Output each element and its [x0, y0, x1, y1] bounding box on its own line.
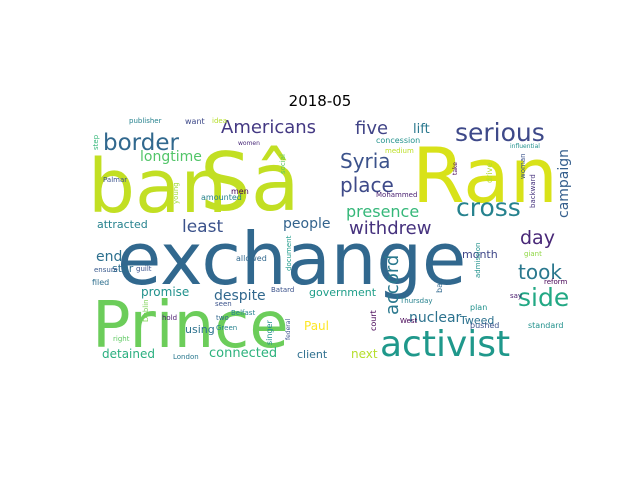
word-0: ban: [88, 144, 227, 230]
word-61: Belfast: [231, 309, 255, 317]
word-50: Mohammed: [376, 191, 417, 199]
word-49: medium: [385, 147, 414, 155]
word-57: ensure: [94, 266, 118, 274]
word-70: Thursday: [399, 297, 433, 305]
word-72: pushed: [470, 321, 499, 330]
word-46: amounted: [201, 193, 242, 202]
word-71: West: [400, 317, 417, 325]
word-21: lift: [413, 122, 430, 137]
word-14: withdrew: [349, 218, 431, 239]
word-38: next: [351, 347, 378, 361]
word-82: singer: [265, 320, 274, 345]
word-74: plan: [470, 303, 487, 312]
chart-title: 2018-05: [288, 92, 352, 110]
word-13: cross: [456, 193, 521, 222]
word-52: take: [452, 162, 459, 175]
word-55: woman: [519, 153, 527, 179]
word-73: standard: [528, 321, 563, 330]
word-10: Syria: [340, 149, 391, 173]
word-69: court: [369, 310, 378, 331]
word-12: presence: [346, 202, 419, 221]
word-35: using: [185, 323, 215, 336]
word-1: Sâ: [200, 136, 300, 229]
word-54: influential: [510, 143, 540, 150]
word-77: hold: [162, 314, 177, 322]
word-78: Green: [216, 324, 237, 332]
word-33: connected: [209, 346, 277, 361]
word-76: two: [216, 314, 229, 322]
word-22: campaign: [556, 149, 572, 218]
word-15: least: [182, 217, 223, 237]
word-18: took: [518, 260, 562, 284]
word-44: women: [238, 140, 260, 147]
word-75: seen: [215, 300, 232, 308]
word-51: concession: [376, 136, 420, 145]
word-45: young: [172, 182, 180, 204]
word-58: filed: [92, 278, 109, 287]
word-37: client: [297, 348, 328, 361]
word-68: Batard: [271, 286, 294, 294]
word-56: backward: [529, 174, 537, 208]
word-11: place: [340, 173, 394, 197]
word-53: drive: [485, 163, 494, 183]
word-31: government: [309, 286, 377, 299]
word-64: admission: [474, 243, 482, 278]
word-9: serious: [455, 118, 545, 147]
word-63: ban: [435, 278, 444, 293]
word-29: promise: [141, 285, 189, 299]
word-25: end: [96, 249, 122, 265]
word-60: allowed: [236, 254, 267, 263]
word-43: idea: [212, 117, 227, 125]
word-65: giant: [524, 250, 542, 258]
word-3: exchange: [117, 217, 466, 301]
word-4: Prince: [92, 289, 289, 363]
word-2: Ran: [412, 131, 558, 220]
word-79: right: [113, 335, 130, 343]
word-41: step: [92, 134, 100, 150]
word-47: men: [231, 187, 249, 196]
word-83: federal: [285, 319, 292, 340]
word-59: guilt: [136, 265, 152, 273]
word-17: side: [518, 283, 569, 312]
word-28: star: [112, 262, 134, 275]
word-34: detained: [102, 347, 155, 361]
word-48: social: [279, 154, 287, 174]
word-66: reform: [544, 278, 568, 286]
word-24: nuclear: [409, 310, 462, 326]
word-27: attracted: [97, 218, 148, 231]
word-62: document: [285, 235, 293, 271]
word-6: border: [103, 130, 179, 156]
word-80: London: [173, 353, 199, 361]
word-19: day: [520, 227, 555, 249]
word-40: want: [185, 117, 205, 126]
word-7: Americans: [221, 117, 316, 138]
word-67: say: [510, 292, 522, 300]
word-23: accord: [382, 255, 403, 315]
word-8: five: [355, 118, 388, 139]
word-39: publisher: [129, 117, 162, 125]
word-81: Dublin: [142, 299, 150, 322]
word-36: Paul: [304, 319, 329, 333]
word-26: month: [462, 248, 498, 261]
word-32: Tweed: [459, 314, 494, 327]
word-30: despite: [214, 288, 266, 304]
word-42: Palmar: [103, 176, 127, 184]
word-20: longtime: [140, 149, 202, 165]
word-5: activist: [380, 324, 510, 365]
word-16: people: [283, 216, 330, 232]
